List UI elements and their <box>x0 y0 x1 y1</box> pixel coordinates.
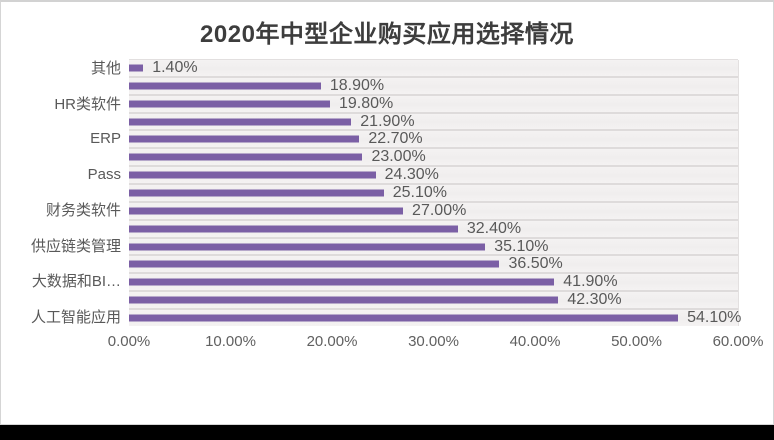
bar-row: 1.40% <box>129 58 738 78</box>
x-tick-label: 20.00% <box>306 333 358 350</box>
chart-card: 2020年中型企业购买应用选择情况 其他 HR类软件 ERP Pass 财务类软件供应链… <box>0 0 774 425</box>
bar-value-label: 36.50% <box>508 255 563 273</box>
bar[interactable] <box>129 260 500 268</box>
bar-row: 18.90% <box>129 76 738 96</box>
bar-value-label: 42.30% <box>567 291 622 309</box>
category-axis: 其他 HR类软件 ERP Pass 财务类软件供应链类管理 大数据和BI… 人工智能应用 <box>1 59 121 325</box>
bar[interactable] <box>129 118 352 125</box>
x-tick-label: 30.00% <box>408 333 459 350</box>
bar-row: 25.10% <box>129 183 738 203</box>
x-tick-label: 60.00% <box>712 333 764 350</box>
bar-row: 21.90% <box>129 112 738 132</box>
plot-area: 1.40% 18.90% 19.80% 21.90% 22.70% 23.00% 24.30… <box>129 58 742 326</box>
bar[interactable] <box>129 100 330 108</box>
gridline <box>738 60 739 326</box>
bar-value-label: 1.40% <box>152 58 198 76</box>
category-label <box>1 112 121 130</box>
bar-value-label: 22.70% <box>368 130 423 148</box>
bar-value-label: 24.30% <box>384 166 439 184</box>
bar-row: 23.00% <box>129 148 738 168</box>
category-label: 大数据和BI… <box>31 273 121 290</box>
bar-value-label: 19.80% <box>338 94 394 112</box>
category-label: 财务类软件 <box>45 202 121 219</box>
x-tick-label: 0.00% <box>107 333 151 350</box>
bar[interactable] <box>129 207 404 215</box>
bar-value-label: 35.10% <box>494 237 549 255</box>
bar-value-label: 41.90% <box>563 273 618 291</box>
bar-value-label: 32.40% <box>466 219 522 237</box>
category-label <box>1 148 121 166</box>
bar-value-label: 23.00% <box>371 148 426 166</box>
x-tick-label: 40.00% <box>509 333 561 350</box>
category-label <box>1 219 121 237</box>
category-label <box>1 290 121 308</box>
bar-row: 42.30% <box>129 291 738 311</box>
bar-row: 22.70% <box>129 130 738 150</box>
bar[interactable] <box>129 314 679 322</box>
bar[interactable] <box>129 296 559 304</box>
bar[interactable] <box>129 243 486 251</box>
bar-row: 32.40% <box>129 219 738 239</box>
category-label: 供应链类管理 <box>30 237 121 255</box>
bar[interactable] <box>129 189 384 197</box>
bar-value-label: 54.10% <box>687 308 742 326</box>
bar-value-label: 27.00% <box>412 201 467 219</box>
bottom-black-strip <box>0 425 774 440</box>
bar[interactable] <box>129 278 555 286</box>
bar-row: 41.90% <box>129 273 738 293</box>
bar-row: 36.50% <box>129 255 738 275</box>
category-label: 人工智能应用 <box>30 308 121 326</box>
x-axis: 0.00% 10.00% 20.00% 30.00% 40.00% 50.00% 60.00… <box>108 333 764 353</box>
bar-value-label: 25.10% <box>392 183 448 201</box>
category-label <box>1 254 121 272</box>
chart-title: 2020年中型企业购买应用选择情况 <box>200 21 574 48</box>
bar[interactable] <box>129 225 458 233</box>
bar-row: 19.80% <box>129 94 738 114</box>
bar-row: 54.10% <box>129 308 742 326</box>
bar[interactable] <box>129 171 376 179</box>
bar[interactable] <box>129 135 360 143</box>
x-tick-label: 50.00% <box>611 333 662 350</box>
bar-row: 27.00% <box>129 201 738 221</box>
category-label <box>1 77 121 95</box>
category-label: HR类软件 <box>54 95 121 113</box>
bar[interactable] <box>129 82 321 90</box>
bar-row: 35.10% <box>129 237 738 257</box>
bar-value-label: 21.90% <box>360 112 415 130</box>
bar-row: 24.30% <box>129 166 738 186</box>
category-label: 其他 <box>90 60 121 77</box>
bar[interactable] <box>129 153 363 161</box>
bar[interactable] <box>129 64 144 72</box>
bar-value-label: 18.90% <box>329 76 385 94</box>
x-tick-label: 10.00% <box>205 333 256 350</box>
category-label: Pass <box>87 165 121 183</box>
category-label <box>1 183 121 201</box>
bar-rows-container: 1.40% 18.90% 19.80% 21.90% 22.70% 23.00% 24.30… <box>129 58 742 326</box>
category-label: ERP <box>90 130 121 148</box>
